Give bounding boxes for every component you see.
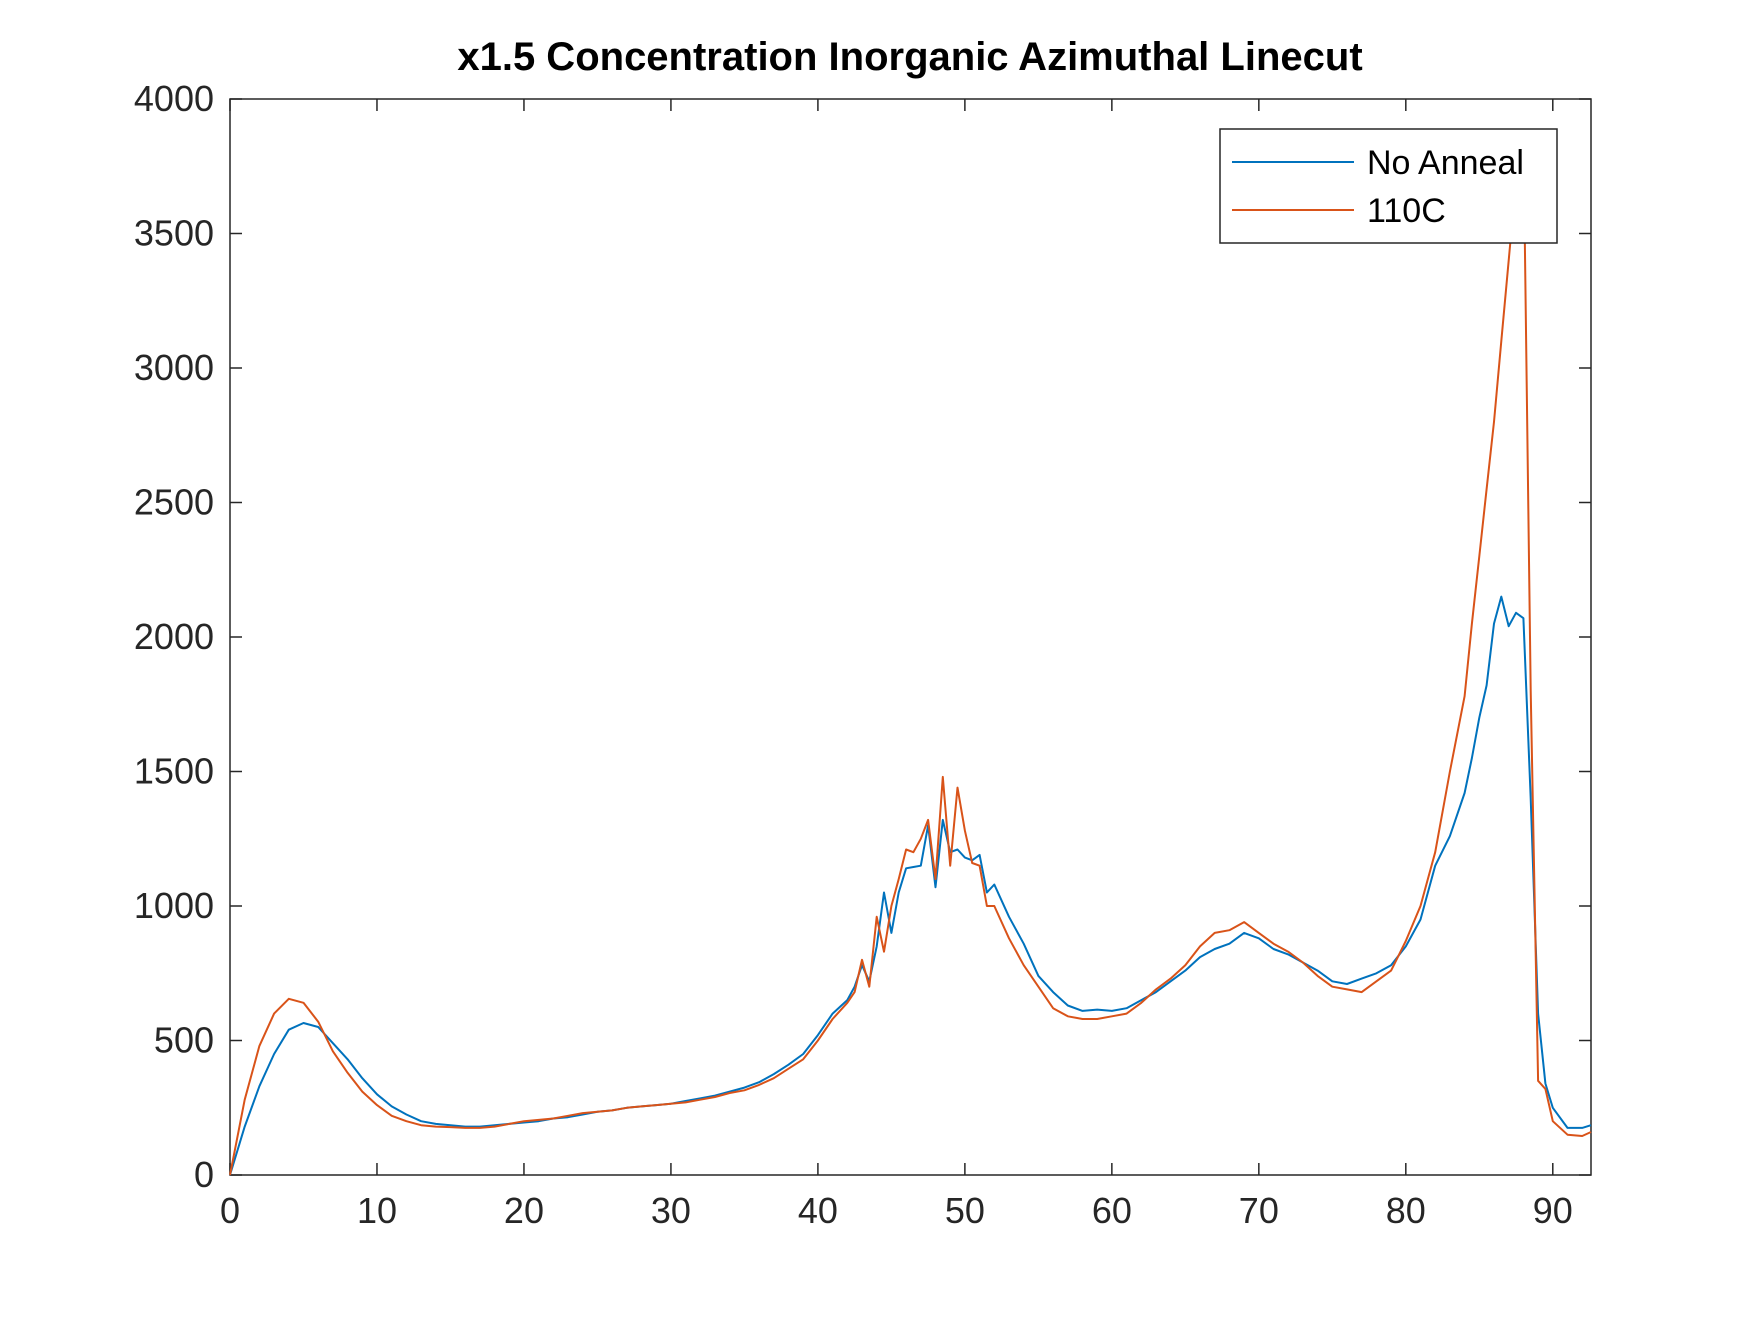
x-tick-label: 10 [357, 1190, 397, 1231]
y-tick-label: 500 [154, 1020, 214, 1061]
y-tick-label: 3000 [134, 347, 214, 388]
data-line [229, 130, 1592, 1176]
x-tick-label: 0 [220, 1190, 240, 1231]
x-tick-label: 20 [504, 1190, 544, 1231]
legend-label: No Anneal [1367, 144, 1524, 182]
data-line [229, 595, 1592, 1176]
legend-label: 110C [1367, 192, 1446, 230]
x-tick-label: 80 [1386, 1190, 1426, 1231]
y-tick-label: 4000 [134, 78, 214, 119]
y-tick-label: 3500 [134, 213, 214, 254]
plot-frame [229, 98, 1592, 1176]
x-tick-label: 50 [945, 1190, 985, 1231]
x-tick-label: 40 [798, 1190, 838, 1231]
chart-title: x1.5 Concentration Inorganic Azimuthal L… [457, 35, 1362, 79]
y-tick-label: 1000 [134, 885, 214, 926]
y-tick-label: 2500 [134, 482, 214, 523]
x-tick-label: 60 [1092, 1190, 1132, 1231]
y-tick-label: 2000 [134, 616, 214, 657]
legend-box [1219, 128, 1558, 244]
y-tick-label: 1500 [134, 751, 214, 792]
x-tick-label: 30 [651, 1190, 691, 1231]
y-tick-label: 0 [194, 1154, 214, 1195]
x-tick-label: 70 [1239, 1190, 1279, 1231]
x-tick-label: 90 [1533, 1190, 1573, 1231]
